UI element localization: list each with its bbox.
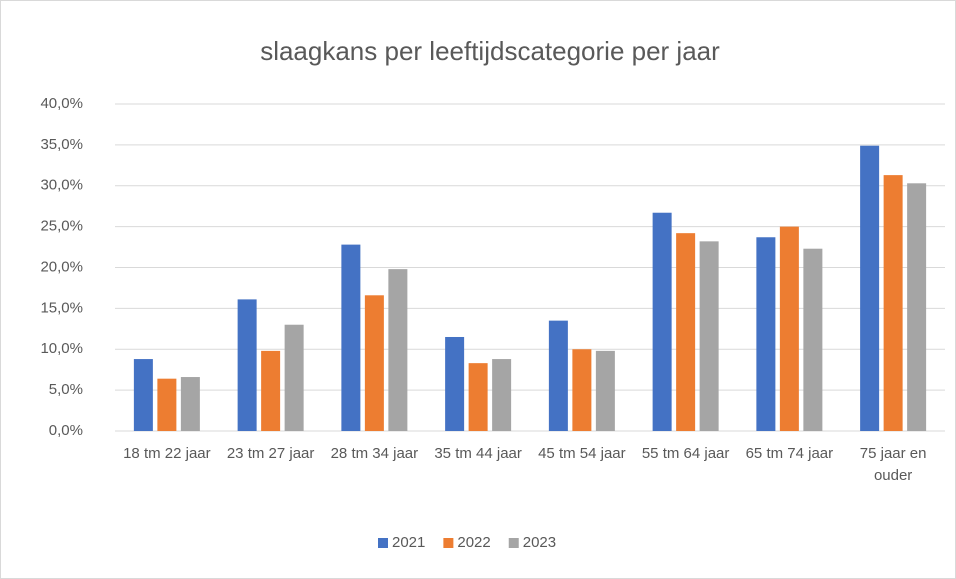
bar	[445, 336, 465, 431]
bar	[676, 233, 696, 431]
legend-label: 2022	[457, 534, 490, 551]
y-tick-label: 15,0%	[40, 299, 83, 316]
x-tick-label: 18 tm 22 jaar	[123, 445, 211, 462]
x-tick-label: 28 tm 34 jaar	[330, 445, 419, 462]
bar	[803, 248, 823, 431]
bar	[883, 175, 903, 431]
bar	[699, 241, 719, 431]
legend-swatch	[443, 538, 454, 548]
bar	[284, 324, 304, 431]
bar	[468, 363, 488, 431]
bar	[388, 269, 408, 431]
bar	[157, 378, 177, 431]
y-tick-label: 40,0%	[40, 95, 83, 112]
bar	[364, 295, 384, 431]
x-tick-label: 23 tm 27 jaar	[226, 445, 315, 462]
bar	[180, 377, 200, 431]
legend-label: 2021	[392, 534, 425, 551]
bar	[652, 212, 672, 431]
bar	[595, 350, 615, 431]
bar	[756, 237, 776, 431]
bar	[237, 299, 257, 431]
bar	[492, 359, 512, 431]
legend-swatch	[378, 538, 388, 548]
y-tick-label: 35,0%	[40, 136, 83, 153]
x-tick-label: 35 tm 44 jaar	[434, 445, 522, 462]
y-tick-label: 0,0%	[49, 422, 83, 439]
x-tick-label: 65 tm 74 jaar	[745, 445, 834, 462]
bar	[133, 359, 153, 431]
bar	[907, 183, 927, 431]
bar	[572, 349, 592, 431]
bar	[860, 145, 880, 431]
y-tick-label: 30,0%	[40, 177, 83, 194]
y-tick-label: 20,0%	[40, 258, 83, 275]
y-tick-label: 5,0%	[49, 381, 83, 398]
x-tick-label: 55 tm 64 jaar	[641, 445, 730, 462]
x-tick-label: 45 tm 54 jaar	[538, 445, 626, 462]
bar	[261, 350, 281, 431]
y-tick-label: 25,0%	[40, 218, 83, 235]
bar	[341, 244, 361, 431]
bar	[548, 320, 568, 431]
x-tick-label: 75 jaar en ouder	[859, 445, 927, 484]
legend-label: 2023	[523, 534, 556, 551]
legend-swatch	[508, 538, 519, 548]
bar	[779, 226, 799, 431]
chart-title: slaagkans per leeftijdscategorie per jaa…	[260, 36, 720, 66]
y-tick-label: 10,0%	[40, 340, 83, 357]
